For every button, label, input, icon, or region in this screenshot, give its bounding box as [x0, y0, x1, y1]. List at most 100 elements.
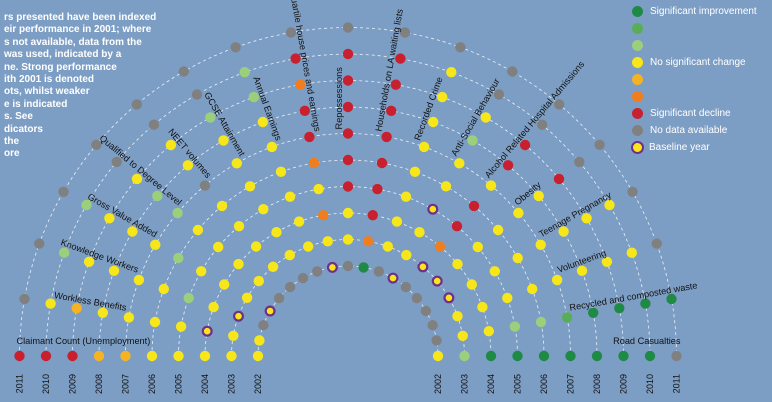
indicator-dot: [614, 303, 625, 314]
indicator-dot: [199, 180, 211, 191]
indicator-dot: [536, 119, 548, 130]
indicator-dot: [459, 350, 470, 362]
indicator-label: Teenage Pregnancy: [537, 190, 613, 240]
indicator-dot: [318, 210, 329, 221]
indicator-dot: [127, 226, 138, 237]
indicator-dot: [267, 261, 279, 272]
indicator-dot: [293, 216, 305, 227]
indicator-dot: [492, 224, 504, 236]
indicator-dot: [576, 265, 588, 276]
indicator-dot: [399, 27, 411, 38]
indicator-dot: [644, 350, 656, 362]
indicator-dot: [152, 190, 163, 202]
indicator-dot: [342, 181, 354, 192]
indicator-dot: [671, 350, 682, 362]
indicator-dot: [248, 91, 259, 103]
indicator-dot: [266, 141, 278, 153]
indicator-dot: [581, 213, 592, 224]
indicator-label: Knowledge Workers: [59, 237, 140, 275]
indicator-dot: [299, 105, 310, 117]
year-label: 2006: [147, 374, 157, 394]
indicator-dot: [666, 293, 677, 305]
indicator-dot: [558, 226, 569, 237]
indicator-dot: [472, 241, 483, 253]
indicator-dot: [591, 350, 603, 362]
year-label: 2009: [68, 374, 78, 394]
year-label: 2004: [200, 374, 210, 394]
indicator-dot: [509, 321, 521, 332]
indicator-dot: [201, 325, 213, 337]
intro-line: rs presented have been indexed: [4, 12, 157, 23]
intro-text: rs presented have been indexed eir perfo…: [4, 12, 214, 161]
indicator-dot: [420, 305, 432, 317]
indicator-dot: [239, 67, 250, 78]
indicator-dot: [233, 258, 244, 270]
indicator-dot: [123, 312, 135, 323]
indicator-dot: [297, 272, 309, 284]
indicator-label: Alcohol Related Hospital Admissions: [483, 59, 587, 180]
indicator-dot: [264, 305, 276, 317]
indicator-dot: [71, 303, 82, 314]
indicator-dot: [538, 350, 550, 362]
indicator-dot: [434, 241, 446, 252]
indicator-dot: [165, 139, 177, 151]
indicator-dot: [218, 135, 229, 146]
dots: [14, 22, 682, 362]
indicator-dot: [467, 135, 478, 146]
indicator-dot: [391, 216, 403, 227]
indicator-dot: [253, 275, 264, 287]
indicator-dot: [443, 292, 455, 304]
indicator-dot: [252, 350, 264, 362]
indicator-dot: [376, 157, 388, 169]
indicator-dot: [493, 89, 505, 100]
indicator-dot: [342, 75, 354, 86]
intro-line: ore: [4, 148, 20, 160]
indicator-dot: [342, 128, 354, 139]
indicator-dot: [303, 241, 314, 252]
intro-line: eir performance in 2001; where: [4, 24, 152, 36]
indicator-dot: [284, 191, 296, 202]
intro-line: was used, indicated by a: [4, 49, 122, 61]
year-label: 2008: [94, 374, 104, 394]
indicator-dot: [83, 256, 95, 267]
legend-label: Significant improvement: [650, 5, 757, 17]
legend-swatch: [633, 142, 642, 152]
indicator-dot: [489, 266, 500, 277]
indicator-dot: [213, 241, 224, 253]
intro-line: e is indicated: [4, 98, 68, 110]
indicator-label: Gross Value Added: [86, 191, 159, 239]
indicator-dot: [192, 224, 204, 236]
indicator-dot: [131, 173, 143, 185]
indicator-dot: [513, 207, 524, 219]
legend-item: [632, 72, 650, 86]
indicator-dot: [58, 247, 70, 258]
indicator-dot: [342, 22, 354, 33]
legend-label: No significant change: [650, 56, 746, 68]
indicator-label: Claimant Count (Unemployment): [17, 336, 151, 346]
intro-line: ith 2001 is denoted: [4, 74, 95, 86]
indicator-dot: [535, 316, 547, 328]
indicator-dot: [231, 158, 242, 169]
indicator-dot: [254, 335, 265, 346]
indicator-dot: [173, 350, 184, 362]
indicator-dot: [457, 330, 468, 341]
year-label: 2009: [619, 374, 629, 394]
indicator-dot: [58, 186, 69, 197]
indicator-dot: [67, 350, 78, 362]
indicator-dot: [342, 101, 354, 113]
indicator-dot: [205, 112, 216, 123]
indicator-dot: [446, 67, 457, 78]
indicator-dot: [133, 274, 145, 286]
indicator-dot: [485, 350, 497, 362]
indicator-label: Annual Earnings: [251, 75, 284, 142]
indicator-dot: [45, 298, 56, 309]
indicator-dot: [284, 249, 295, 261]
indicator-dot: [502, 160, 514, 171]
indicator-dot: [418, 141, 430, 153]
year-label: 2005: [174, 374, 184, 394]
indicator-dot: [342, 207, 354, 219]
legend-swatch: [632, 39, 643, 51]
indicator-dot: [284, 281, 296, 293]
indicator-dot: [191, 89, 203, 100]
